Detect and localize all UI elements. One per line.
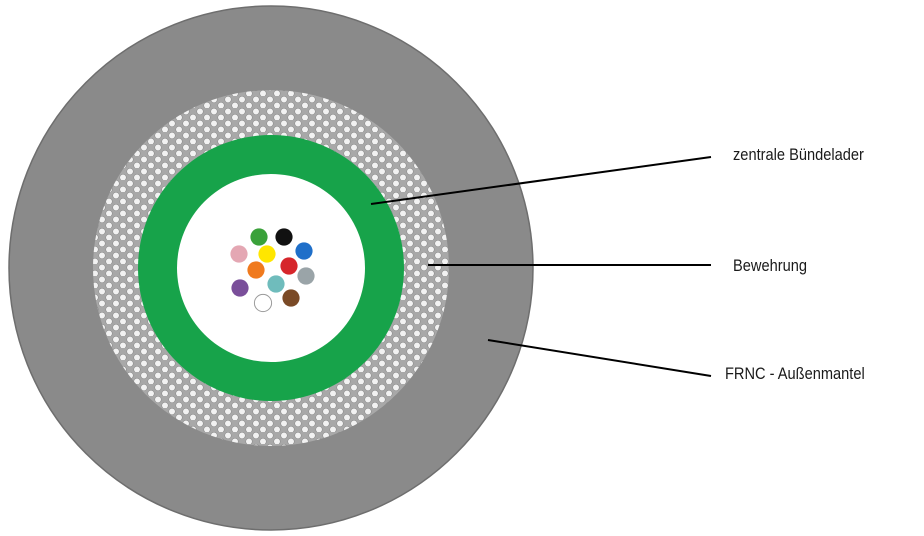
fiber-green <box>250 228 268 246</box>
fiber-grey <box>297 267 315 285</box>
leader-line-outer-sheath <box>487 339 712 377</box>
fiber-bundle <box>230 228 315 313</box>
fiber-yellow <box>258 245 276 263</box>
fiber-red <box>280 257 298 275</box>
label-armor: Bewehrung <box>733 256 807 275</box>
leader-line-central-tube <box>370 156 712 205</box>
fiber-blue <box>295 242 313 260</box>
fiber-white <box>253 293 273 313</box>
fiber-pink <box>230 245 248 263</box>
fiber-orange <box>247 261 265 279</box>
fiber-turquoise <box>267 275 285 293</box>
label-central-tube: zentrale Bündelader <box>733 145 864 164</box>
fiber-black <box>275 228 293 246</box>
label-outer-sheath: FRNC - Außenmantel <box>725 364 865 383</box>
fiber-brown <box>282 289 300 307</box>
tube-core <box>177 174 365 362</box>
fiber-violet <box>231 279 249 297</box>
